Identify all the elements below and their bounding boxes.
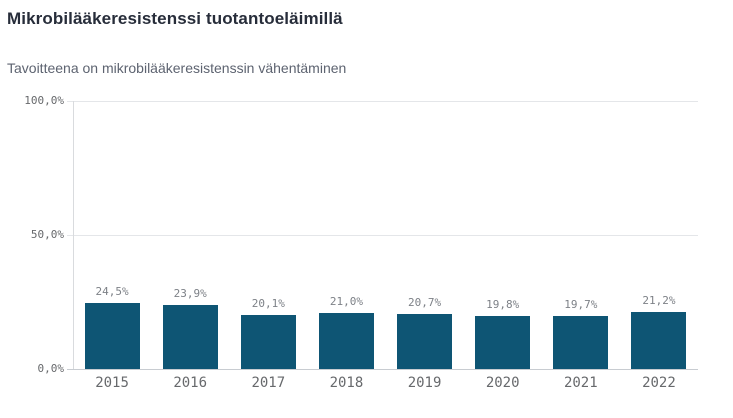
x-tick-label: 2018 — [329, 375, 364, 391]
y-tick-label: 50,0% — [30, 228, 64, 241]
x-tick-label: 2015 — [95, 375, 129, 391]
bar[interactable] — [475, 315, 531, 369]
bar-slot: 21,2% — [620, 294, 698, 369]
bar-value-label: 23,9% — [173, 286, 207, 300]
bar-value-label: 21,0% — [329, 294, 363, 308]
bar-value-label: 20,1% — [251, 297, 285, 311]
x-tick-label: 2022 — [642, 375, 676, 391]
bar-value-label: 24,5% — [95, 285, 129, 299]
page-subtitle: Tavoitteena on mikrobilääkeresistenssin … — [7, 60, 347, 76]
bar[interactable] — [397, 313, 453, 369]
bar-slot: 20,7% — [386, 296, 464, 369]
bar-value-label: 19,8% — [486, 297, 520, 311]
y-axis-line — [73, 101, 74, 369]
plot-area: 24,5% 23,9% 20,1% 21,0% 20,7% 19,8% 19,7% 21,2% — [73, 101, 698, 369]
bar[interactable] — [84, 303, 140, 369]
y-tick-label: 100,0% — [24, 94, 64, 107]
gridline — [67, 101, 698, 102]
gridline — [67, 235, 698, 236]
bar[interactable] — [631, 312, 687, 369]
x-tick-label: 2019 — [407, 375, 442, 391]
bar-slot: 21,0% — [307, 295, 385, 369]
bar-slot: 23,9% — [151, 287, 229, 369]
bar-value-label: 21,2% — [642, 294, 676, 308]
bar[interactable] — [318, 312, 374, 369]
bar-slot: 20,1% — [229, 297, 307, 369]
x-tick-label: 2016 — [173, 375, 208, 391]
bar-slot: 19,8% — [464, 298, 542, 369]
bar-value-label: 19,7% — [564, 298, 598, 312]
bar[interactable] — [553, 316, 609, 369]
page-title: Mikrobilääkeresistenssi tuotantoeläimill… — [7, 9, 343, 28]
bar-slot: 24,5% — [73, 285, 151, 369]
x-tick-label: 2020 — [485, 375, 520, 391]
bar-slot: 19,7% — [542, 298, 620, 369]
x-tick-label: 2021 — [563, 375, 598, 391]
y-tick-label: 0,0% — [37, 362, 65, 375]
gridline — [67, 369, 698, 370]
bar-value-label: 20,7% — [408, 295, 442, 309]
bar[interactable] — [240, 315, 296, 369]
x-tick-label: 2017 — [251, 375, 286, 391]
bar-series: 24,5% 23,9% 20,1% 21,0% 20,7% 19,8% 19,7% 21,2% — [73, 101, 698, 369]
bar[interactable] — [162, 304, 218, 369]
x-axis-labels: 2015 2016 2017 2018 2019 2020 2021 2022 — [73, 375, 698, 391]
